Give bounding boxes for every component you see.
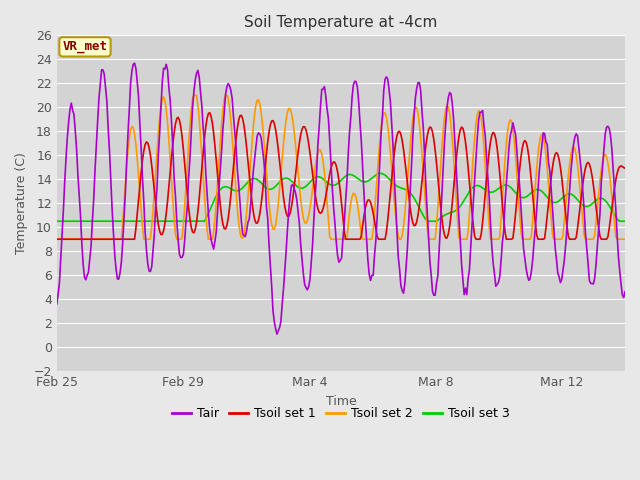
Y-axis label: Temperature (C): Temperature (C) bbox=[15, 152, 28, 254]
Title: Soil Temperature at -4cm: Soil Temperature at -4cm bbox=[244, 15, 438, 30]
Text: VR_met: VR_met bbox=[63, 40, 108, 53]
X-axis label: Time: Time bbox=[326, 395, 356, 408]
Legend: Tair, Tsoil set 1, Tsoil set 2, Tsoil set 3: Tair, Tsoil set 1, Tsoil set 2, Tsoil se… bbox=[167, 402, 515, 425]
